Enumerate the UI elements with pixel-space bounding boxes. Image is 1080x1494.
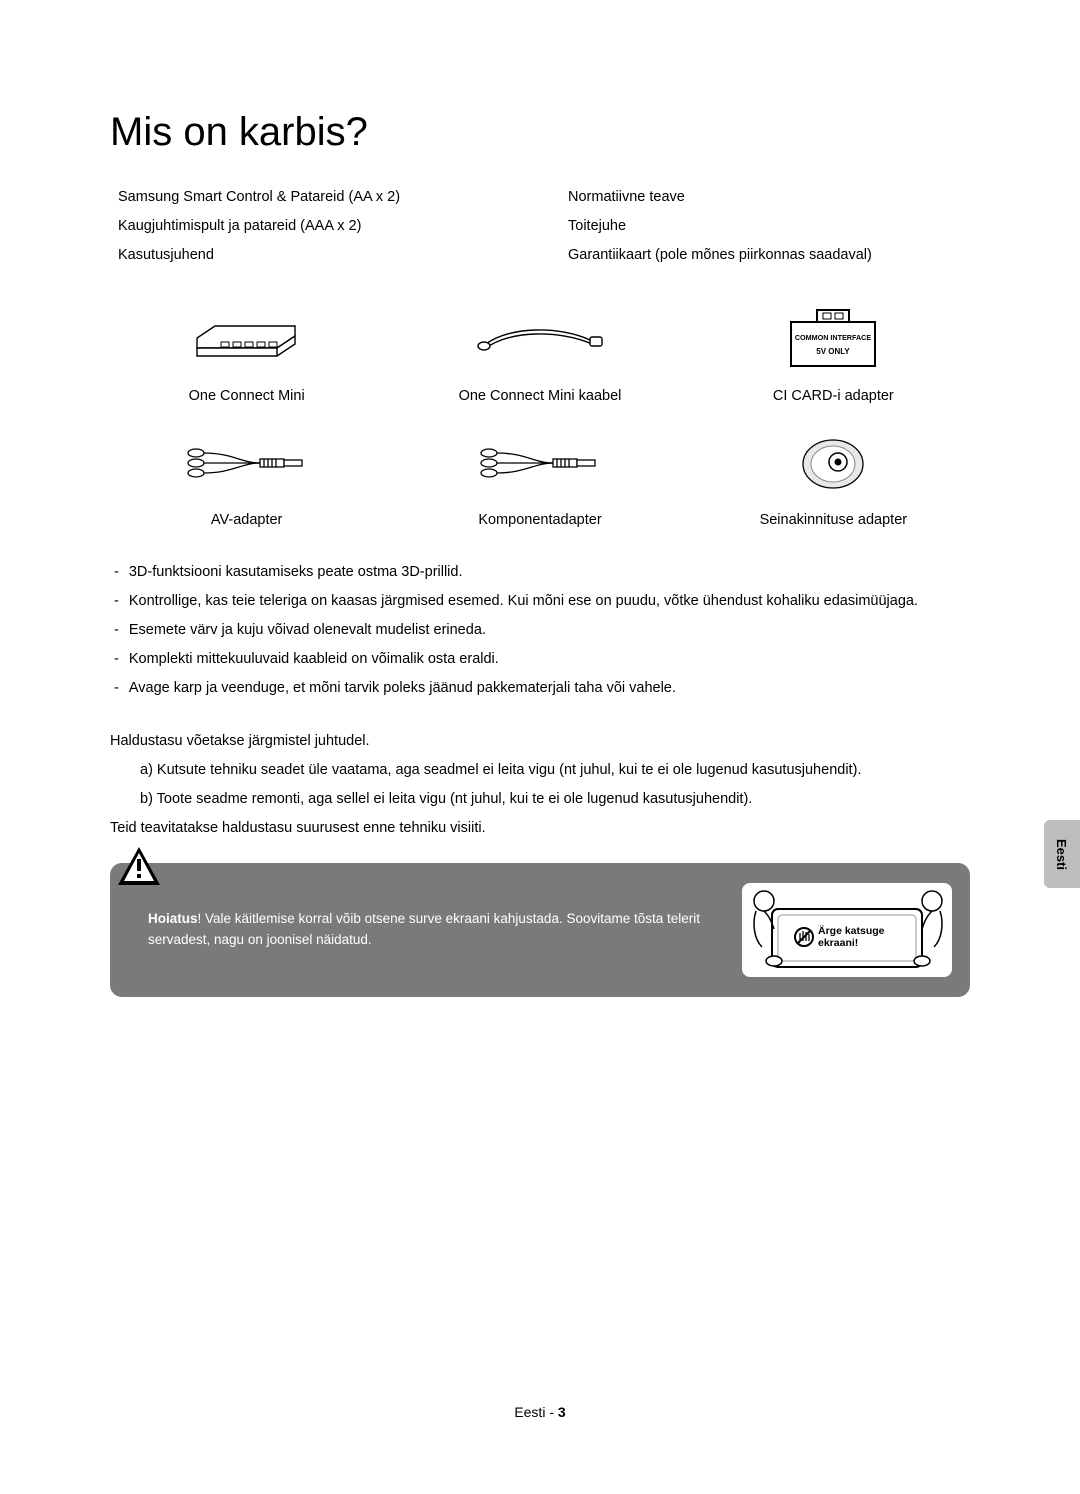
list-item: Kaugjuhtimispult ja patareid (AAA x 2) xyxy=(118,212,520,241)
warning-illus-line2: ekraani! xyxy=(818,937,858,949)
warning-rest: ! Vale käitlemise korral võib otsene sur… xyxy=(148,911,700,947)
grid-item-label: Seinakinnituse adapter xyxy=(713,512,953,528)
list-item: Komplekti mittekuuluvaid kaableid on või… xyxy=(128,645,970,674)
included-list: Samsung Smart Control & Patareid (AA x 2… xyxy=(110,183,970,270)
warning-illus-line1: Ärge katsuge xyxy=(818,924,885,937)
av-adapter-icon xyxy=(127,424,367,504)
grid-item: AV-adapter xyxy=(127,424,367,528)
ci-card-icon: COMMON INTERFACE 5V ONLY xyxy=(713,300,953,380)
list-item: Toitejuhe xyxy=(568,212,970,241)
page-title: Mis on karbis? xyxy=(110,110,970,155)
grid-item: One Connect Mini kaabel xyxy=(420,300,660,404)
list-item: Garantiikaart (pole mõnes piirkonnas saa… xyxy=(568,241,970,270)
fee-outro: Teid teavitatakse haldustasu suurusest e… xyxy=(110,814,970,843)
grid-item-label: One Connect Mini xyxy=(127,388,367,404)
grid-item: Seinakinnituse adapter xyxy=(713,424,953,528)
warning-triangle-icon xyxy=(116,845,162,892)
grid-item-label: Komponentadapter xyxy=(420,512,660,528)
fee-intro: Haldustasu võetakse järgmistel juhtudel. xyxy=(110,727,970,756)
warning-bar: Hoiatus! Vale käitlemise korral võib ots… xyxy=(110,863,970,997)
grid-item: One Connect Mini xyxy=(127,300,367,404)
grid-item-label: One Connect Mini kaabel xyxy=(420,388,660,404)
warning-illustration: Ärge katsuge ekraani! xyxy=(742,883,952,977)
fee-block: Haldustasu võetakse järgmistel juhtudel.… xyxy=(110,727,970,843)
cable-icon xyxy=(420,300,660,380)
fee-b: b) Toote seadme remonti, aga sellel ei l… xyxy=(110,785,970,814)
page-footer: Eesti - 3 xyxy=(0,1404,1080,1420)
items-grid: One Connect Mini One Connect Mini kaabel xyxy=(110,300,970,528)
warning-label: Hoiatus xyxy=(148,911,198,926)
one-connect-box-icon xyxy=(127,300,367,380)
grid-item-label: AV-adapter xyxy=(127,512,367,528)
list-item: 3D-funktsiooni kasutamiseks peate ostma … xyxy=(128,558,970,587)
grid-item: COMMON INTERFACE 5V ONLY CI CARD-i adapt… xyxy=(713,300,953,404)
ci-card-text1: COMMON INTERFACE xyxy=(795,333,871,342)
wall-mount-adapter-icon xyxy=(713,424,953,504)
list-item: Esemete värv ja kuju võivad olenevalt mu… xyxy=(128,616,970,645)
grid-item-label: CI CARD-i adapter xyxy=(713,388,953,404)
included-list-left: Samsung Smart Control & Patareid (AA x 2… xyxy=(110,183,520,270)
notes-list: 3D-funktsiooni kasutamiseks peate ostma … xyxy=(110,558,970,703)
list-item: Normatiivne teave xyxy=(568,183,970,212)
warning-text: Hoiatus! Vale käitlemise korral võib ots… xyxy=(148,909,742,951)
footer-lang: Eesti xyxy=(514,1404,545,1420)
list-item: Kontrollige, kas teie teleriga on kaasas… xyxy=(128,587,970,616)
ci-card-text2: 5V ONLY xyxy=(817,347,851,356)
list-item: Avage karp ja veenduge, et mõni tarvik p… xyxy=(128,674,970,703)
list-item: Samsung Smart Control & Patareid (AA x 2… xyxy=(118,183,520,212)
footer-page: 3 xyxy=(558,1404,566,1420)
language-side-tab: Eesti xyxy=(1044,820,1080,888)
footer-sep: - xyxy=(545,1404,557,1420)
grid-item: Komponentadapter xyxy=(420,424,660,528)
fee-a: a) Kutsute tehniku seadet üle vaatama, a… xyxy=(110,756,970,785)
list-item: Kasutusjuhend xyxy=(118,241,520,270)
language-side-tab-label: Eesti xyxy=(1054,838,1069,869)
component-adapter-icon xyxy=(420,424,660,504)
included-list-right: Normatiivne teave Toitejuhe Garantiikaar… xyxy=(560,183,970,270)
